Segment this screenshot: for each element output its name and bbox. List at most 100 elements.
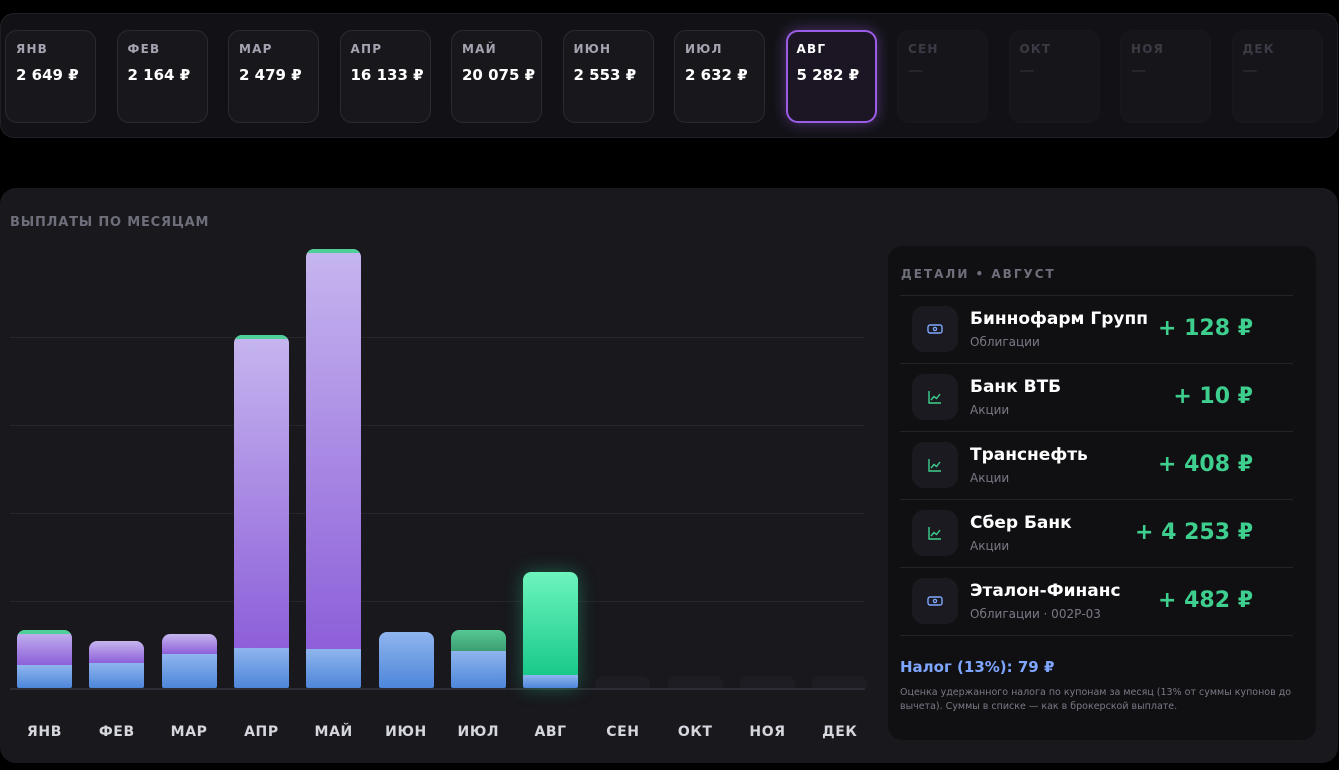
details-row-amount: + 128 ₽ [1158, 316, 1253, 341]
chart-bar-7[interactable] [450, 630, 506, 688]
chart-bar-9[interactable] [595, 676, 651, 688]
month-card-3[interactable]: МАР 2 479 ₽ [228, 30, 319, 123]
chart-bar-segment-base [306, 648, 362, 688]
chart-bar-12[interactable] [812, 676, 868, 688]
month-card-value: — [908, 61, 923, 79]
chart-tick-label: СЕН [606, 724, 640, 740]
month-card-label: ФЕВ [127, 42, 161, 56]
month-card-8[interactable]: АВГ 5 282 ₽ [785, 30, 877, 123]
chart-bar-5[interactable] [306, 249, 362, 688]
chart-bar-segment-cap [306, 249, 362, 253]
month-card-value: — [1242, 61, 1258, 79]
chart-bar-segment-base [233, 647, 289, 688]
details-row-name: Сбер Банк [970, 513, 1072, 533]
month-card-10[interactable]: ОКТ — [1008, 30, 1100, 123]
month-card-label: МАР [239, 42, 273, 56]
chart-tick-label: ФЕВ [98, 724, 135, 740]
details-row[interactable]: Транснефть Акции + 408 ₽ [900, 432, 1293, 499]
chart-bar-segment-top [450, 630, 506, 651]
month-card-label: ИЮЛ [685, 42, 723, 56]
month-card-5[interactable]: МАЙ 20 075 ₽ [451, 30, 542, 123]
chart-bar-segment-base [89, 663, 145, 688]
details-divider [900, 635, 1293, 636]
chart-bar-6[interactable] [378, 632, 434, 688]
chart-icon [912, 374, 958, 420]
month-card-value: — [1131, 61, 1146, 79]
month-card-label: ДЕК [1242, 42, 1275, 56]
chart-bar-segment-base [378, 632, 434, 688]
month-card-label: АВГ [796, 42, 827, 56]
chart-gridline [10, 601, 865, 602]
tax-note: Оценка удержанного налога по купонам за … [900, 687, 1292, 712]
payouts-panel: ВЫПЛАТЫ ПО МЕСЯЦАМ ЯНВ ФЕВ МАР АПР МАЙ ИЮН ИЮЛ… [0, 188, 1338, 763]
month-card-value: 5 282 ₽ [796, 66, 860, 84]
chart-bar-segment-top [17, 630, 72, 666]
details-row-amount: + 4 253 ₽ [1135, 520, 1253, 545]
month-card-label: ЯНВ [16, 42, 49, 56]
details-row-name: Банк ВТБ [970, 377, 1062, 397]
details-row[interactable]: Эталон-Финанс Облигации · 002Р-03 + 482 ₽ [900, 568, 1293, 635]
details-row-name: Транснефть [970, 445, 1088, 465]
month-card-11[interactable]: НОЯ — [1120, 30, 1211, 123]
chart-bar-segment-base [161, 653, 217, 688]
chart-baseline [10, 688, 865, 690]
details-divider [900, 499, 1293, 500]
chart-bar-segment-top [523, 572, 579, 675]
month-card-label: СЕН [908, 42, 939, 56]
month-card-value: 2 164 ₽ [127, 66, 191, 84]
chart-bar-11[interactable] [740, 676, 795, 688]
month-card-label: НОЯ [1131, 42, 1165, 56]
chart-tick-label: ИЮН [385, 724, 427, 740]
chart-bar-segment-top [161, 633, 217, 654]
details-row-type: Облигации · 002Р-03 [970, 607, 1101, 621]
chart-bar-2[interactable] [89, 640, 145, 688]
month-card-2[interactable]: ФЕВ 2 164 ₽ [116, 30, 208, 123]
month-card-label: ОКТ [1019, 42, 1052, 56]
details-row-amount: + 10 ₽ [1173, 384, 1253, 409]
details-row[interactable]: Банк ВТБ Акции + 10 ₽ [900, 364, 1293, 431]
chart-tick-label: МАЙ [314, 724, 353, 740]
chart-gridline [10, 425, 865, 426]
details-title: ДЕТАЛИ • АВГУСТ [901, 267, 1056, 281]
month-card-label: АПР [350, 42, 383, 56]
chart-title: ВЫПЛАТЫ ПО МЕСЯЦАМ [10, 215, 210, 230]
details-row-type: Акции [970, 539, 1010, 553]
month-card-value: 2 479 ₽ [239, 66, 302, 84]
month-card-label: МАЙ [462, 42, 497, 56]
month-card-label: ИЮН [573, 42, 612, 56]
details-divider [900, 567, 1293, 568]
chart-tick-label: МАР [170, 724, 208, 740]
month-card-value: 2 632 ₽ [685, 66, 748, 84]
month-card-4[interactable]: АПР 16 133 ₽ [339, 30, 431, 123]
chart-bar-segment-base [523, 674, 579, 688]
month-card-6[interactable]: ИЮН 2 553 ₽ [562, 30, 654, 123]
chart-tick-label: АВГ [534, 724, 567, 740]
month-card-12[interactable]: ДЕК — [1231, 30, 1323, 123]
chart-bar-8[interactable] [523, 572, 579, 688]
month-card-7[interactable]: ИЮЛ 2 632 ₽ [674, 30, 765, 123]
chart-tick-label: НОЯ [749, 724, 786, 740]
details-row-amount: + 482 ₽ [1158, 588, 1253, 613]
chart-bar-10[interactable] [667, 676, 723, 688]
details-row-name: Биннофарм Групп [970, 309, 1148, 329]
details-row-type: Облигации [970, 335, 1040, 349]
month-card-value: 16 133 ₽ [350, 66, 424, 84]
payouts-chart: ВЫПЛАТЫ ПО МЕСЯЦАМ ЯНВ ФЕВ МАР АПР МАЙ ИЮН ИЮЛ… [0, 188, 880, 763]
month-strip: ЯНВ 2 649 ₽ ФЕВ 2 164 ₽ МАР 2 479 ₽ АПР 16 133 … [0, 13, 1338, 138]
chart-gridline [10, 513, 865, 514]
chart-bar-1[interactable] [17, 630, 72, 688]
details-row[interactable]: Сбер Банк Акции + 4 253 ₽ [900, 500, 1293, 567]
details-row-type: Акции [970, 403, 1010, 417]
details-divider [900, 295, 1293, 296]
bond-icon [912, 578, 958, 624]
month-card-1[interactable]: ЯНВ 2 649 ₽ [5, 30, 96, 123]
chart-bar-4[interactable] [233, 335, 289, 688]
details-divider [900, 363, 1293, 364]
chart-bar-3[interactable] [161, 633, 217, 688]
chart-bar-segment-base [450, 650, 506, 688]
month-card-9[interactable]: СЕН — [897, 30, 988, 123]
month-card-value: 20 075 ₽ [462, 66, 536, 84]
details-row-type: Акции [970, 471, 1010, 485]
chart-icon [912, 442, 958, 488]
details-row[interactable]: Биннофарм Групп Облигации + 128 ₽ [900, 296, 1293, 363]
